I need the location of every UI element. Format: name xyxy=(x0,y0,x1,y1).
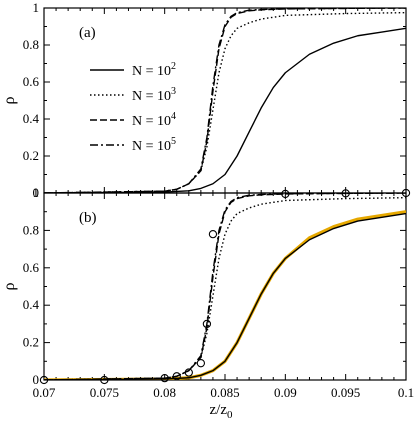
series-line-b-1 xyxy=(44,210,406,380)
y-axis-label: ρ xyxy=(1,96,18,104)
y-tick-label: 0.6 xyxy=(23,260,40,275)
y-tick-label: 0.6 xyxy=(23,74,40,89)
x-tick-label: 0.07 xyxy=(33,385,56,400)
series-line-a-2 xyxy=(44,11,406,193)
y-tick-label: 1 xyxy=(33,0,40,15)
series-line-a-3 xyxy=(44,8,406,193)
data-marker xyxy=(202,319,212,329)
x-tick-label: 0.08 xyxy=(153,385,176,400)
series-line-b-5 xyxy=(44,193,406,380)
legend: N = 102 N = 103 N = 104 N = 105 xyxy=(90,61,176,154)
data-marker xyxy=(196,359,206,368)
y-tick-label: 0.4 xyxy=(23,111,40,126)
x-tick-label: 0.1 xyxy=(398,385,414,400)
y-tick-label: 0.2 xyxy=(23,148,39,163)
y-tick-label: 0 xyxy=(33,372,40,387)
series-line-a-1 xyxy=(44,27,406,193)
panel-label-a: (a) xyxy=(79,25,96,41)
data-marker xyxy=(160,373,169,383)
y-tick-label: 0.8 xyxy=(23,222,39,237)
plot-frame-a xyxy=(43,7,407,194)
series-line-b-2 xyxy=(44,212,406,380)
y-tick-label: 0 xyxy=(33,185,40,200)
x-tick-label: 0.095 xyxy=(331,385,360,400)
y-axis-label: ρ xyxy=(1,282,18,290)
y-tick-label: 0.8 xyxy=(23,37,39,52)
y-tick-label: 0.2 xyxy=(23,335,39,350)
legend-label-3: N = 104 xyxy=(132,111,176,129)
data-marker xyxy=(208,229,218,239)
x-tick-label: 0.09 xyxy=(274,385,297,400)
x-tick-label: 0.085 xyxy=(210,385,239,400)
data-marker xyxy=(401,188,411,198)
panel-label-b: (b) xyxy=(79,210,97,226)
legend-label-4: N = 105 xyxy=(132,136,176,154)
data-marker xyxy=(281,189,290,199)
y-tick-label: 1 xyxy=(33,185,40,200)
data-marker xyxy=(100,375,109,385)
data-marker xyxy=(172,372,181,381)
data-marker xyxy=(184,368,193,377)
series-line-a-4 xyxy=(44,8,406,193)
legend-label-1: N = 102 xyxy=(132,61,176,79)
data-marker xyxy=(39,375,49,385)
legend-label-2: N = 103 xyxy=(132,86,176,104)
data-marker xyxy=(341,189,350,198)
x-tick-label: 0.075 xyxy=(90,385,119,400)
y-tick-label: 0.4 xyxy=(23,297,40,312)
series-line-b-3 xyxy=(44,196,406,380)
panel-b: 0 0.2 0.4 0.6 0.8 1 0.07 0.075 0.08 0.085 0.09 0.09… xyxy=(1,185,414,421)
series-line-b-4 xyxy=(44,193,406,380)
x-axis-label: z/z0 xyxy=(210,402,233,421)
